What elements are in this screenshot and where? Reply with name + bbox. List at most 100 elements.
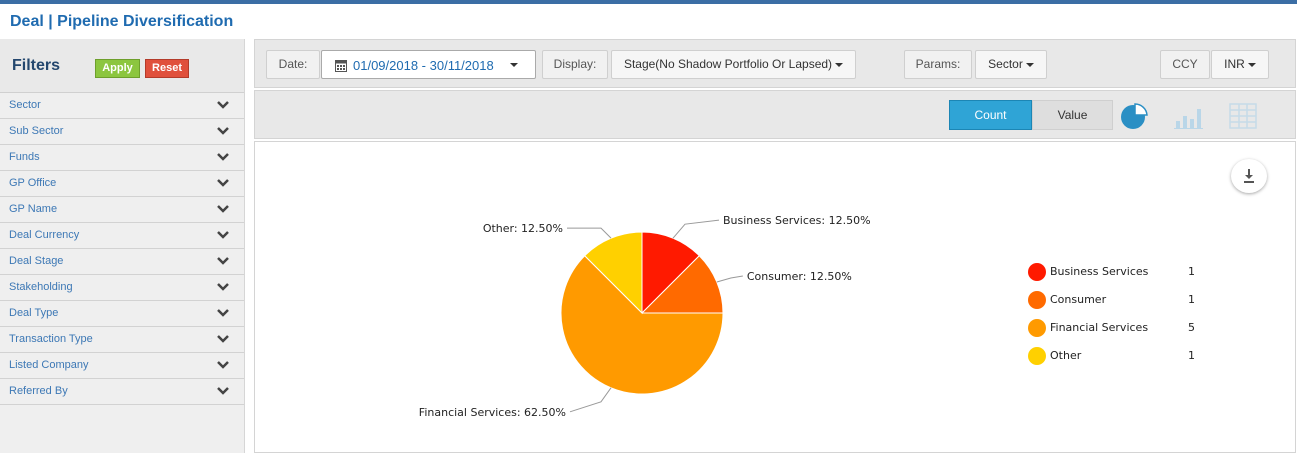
filter-item-deal-stage[interactable]: Deal Stage — [0, 249, 244, 275]
count-toggle[interactable]: Count — [949, 100, 1032, 130]
page-title: Deal | Pipeline Diversification — [10, 13, 234, 30]
legend-value: 5 — [1188, 321, 1195, 334]
legend-label: Consumer — [1050, 293, 1107, 306]
params-label: Params: — [904, 50, 972, 79]
legend-swatch — [1028, 347, 1046, 365]
legend-swatch — [1028, 319, 1046, 337]
pie-chart: Business Services: 12.50% Consumer: 12.50… — [419, 214, 871, 419]
legend-swatch — [1028, 263, 1046, 281]
filter-item-label: Funds — [9, 151, 40, 163]
filter-item-label: Listed Company — [9, 359, 89, 371]
filters-sidebar: Filters Apply Reset Sector Sub Sector Fund… — [0, 39, 245, 453]
display-label: Display: — [542, 50, 608, 79]
filter-item-referred-by[interactable]: Referred By — [0, 379, 244, 405]
filter-item-label: GP Office — [9, 177, 57, 189]
filter-item-label: Deal Currency — [9, 229, 80, 241]
chevron-down-icon — [217, 387, 229, 395]
chart-legend: Business Services 1 Consumer 1 Financial Ser… — [1028, 261, 1228, 373]
apply-button[interactable]: Apply — [95, 59, 140, 78]
legend-item[interactable]: Business Services 1 — [1028, 261, 1228, 289]
chevron-down-icon — [217, 205, 229, 213]
date-caret-icon — [510, 63, 518, 67]
legend-swatch — [1028, 291, 1046, 309]
ccy-dropdown[interactable]: INR — [1211, 50, 1269, 79]
chart-panel: Business Services: 12.50% Consumer: 12.50… — [254, 141, 1296, 453]
filter-item-label: Deal Stage — [9, 255, 64, 267]
ccy-caret-icon — [1247, 62, 1256, 67]
top-accent-bar — [0, 0, 1297, 4]
callout-line — [716, 275, 743, 283]
filter-item-sector[interactable]: Sector — [0, 93, 244, 119]
filter-item-transaction-type[interactable]: Transaction Type — [0, 327, 244, 353]
filter-item-label: Stakeholding — [9, 281, 73, 293]
legend-label: Other — [1050, 349, 1082, 362]
filter-item-label: Deal Type — [9, 307, 59, 319]
date-range-input[interactable]: 01/09/2018 - 30/11/2018 — [321, 50, 536, 79]
data-label: Business Services: 12.50% — [723, 214, 871, 227]
download-icon — [1244, 169, 1254, 183]
legend-item[interactable]: Consumer 1 — [1028, 289, 1228, 317]
view-toolbar: Count Value — [254, 90, 1296, 139]
callout-line — [567, 227, 612, 239]
chevron-down-icon — [217, 283, 229, 291]
reset-button[interactable]: Reset — [145, 59, 189, 78]
legend-item[interactable]: Financial Services 5 — [1028, 317, 1228, 345]
params-caret-icon — [1025, 62, 1034, 67]
filter-item-deal-currency[interactable]: Deal Currency — [0, 223, 244, 249]
filter-item-label: Sub Sector — [9, 125, 64, 137]
calendar-icon — [335, 60, 347, 72]
filter-item-label: Transaction Type — [9, 333, 93, 345]
filters-title: Filters — [12, 57, 61, 74]
filter-item-gp-office[interactable]: GP Office — [0, 171, 244, 197]
legend-label: Financial Services — [1050, 321, 1149, 334]
filter-item-label: GP Name — [9, 203, 58, 215]
chevron-down-icon — [217, 257, 229, 265]
bar-chart-icon[interactable] — [1173, 101, 1203, 131]
filter-item-stakeholding[interactable]: Stakeholding — [0, 275, 244, 301]
chevron-down-icon — [217, 179, 229, 187]
legend-label: Business Services — [1050, 265, 1149, 278]
data-label: Consumer: 12.50% — [747, 270, 852, 283]
data-label: Financial Services: 62.50% — [419, 406, 566, 419]
chevron-down-icon — [217, 153, 229, 161]
pie-slice[interactable] — [584, 231, 643, 315]
chevron-down-icon — [217, 127, 229, 135]
chevron-down-icon — [217, 101, 229, 109]
data-label: Other: 12.50% — [483, 222, 563, 235]
filter-list: Sector Sub Sector Funds GP Office GP Name Dea… — [0, 93, 244, 405]
filter-item-listed-company[interactable]: Listed Company — [0, 353, 244, 379]
params-value: Sector — [988, 57, 1023, 71]
chevron-down-icon — [217, 231, 229, 239]
table-grid-icon[interactable] — [1228, 101, 1258, 131]
display-dropdown[interactable]: Stage(No Shadow Portfolio Or Lapsed) — [611, 50, 856, 79]
pie-slice[interactable] — [560, 255, 724, 395]
chevron-down-icon — [217, 309, 229, 317]
value-toggle[interactable]: Value — [1032, 100, 1113, 130]
date-range-value: 01/09/2018 - 30/11/2018 — [353, 58, 494, 73]
download-button[interactable] — [1231, 159, 1267, 193]
filter-item-funds[interactable]: Funds — [0, 145, 244, 171]
callout-line — [672, 219, 720, 239]
display-caret-icon — [835, 62, 844, 67]
legend-item[interactable]: Other 1 — [1028, 345, 1228, 373]
filter-item-sub-sector[interactable]: Sub Sector — [0, 119, 244, 145]
filter-toolbar: Date: 01/09/2018 - 30/11/2018 Display: S… — [254, 39, 1296, 88]
legend-value: 1 — [1188, 265, 1195, 278]
chevron-down-icon — [217, 361, 229, 369]
chevron-down-icon — [217, 335, 229, 343]
pie-slice[interactable] — [640, 255, 724, 314]
pie-chart-icon[interactable] — [1119, 101, 1149, 131]
legend-value: 1 — [1188, 293, 1195, 306]
display-value: Stage(No Shadow Portfolio Or Lapsed) — [623, 57, 833, 71]
date-label: Date: — [266, 50, 320, 79]
filter-item-label: Referred By — [9, 385, 68, 397]
ccy-label: CCY — [1160, 50, 1210, 79]
filter-item-label: Sector — [9, 99, 41, 111]
filters-header: Filters Apply Reset — [0, 39, 244, 93]
ccy-value: INR — [1224, 57, 1245, 71]
filter-item-gp-name[interactable]: GP Name — [0, 197, 244, 223]
params-dropdown[interactable]: Sector — [975, 50, 1047, 79]
filter-item-deal-type[interactable]: Deal Type — [0, 301, 244, 327]
pie-slice[interactable] — [641, 231, 700, 315]
legend-value: 1 — [1188, 349, 1195, 362]
